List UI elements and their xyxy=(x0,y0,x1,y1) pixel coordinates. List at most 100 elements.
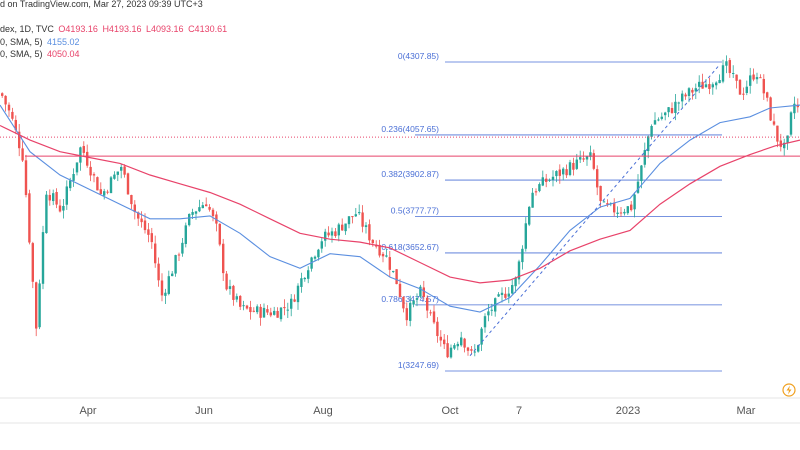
candle-body xyxy=(201,205,204,209)
candle-body xyxy=(344,223,347,232)
candle-body xyxy=(589,152,592,157)
candle-body xyxy=(677,102,680,104)
candle-body xyxy=(565,169,568,176)
candle-body xyxy=(762,78,765,94)
candle-body xyxy=(483,316,487,328)
candle-body xyxy=(279,307,283,320)
candle-body xyxy=(290,298,293,309)
candle-body xyxy=(575,159,578,169)
candle-body xyxy=(521,248,524,263)
candle-body xyxy=(670,108,674,113)
candle-body xyxy=(647,136,650,152)
candle-body xyxy=(453,345,456,349)
candle-body xyxy=(106,191,109,193)
candle-body xyxy=(681,93,684,102)
candle-body xyxy=(208,206,211,210)
candle-body xyxy=(307,270,310,279)
candle-body xyxy=(245,305,249,309)
candle-body xyxy=(439,336,442,341)
candle-body xyxy=(313,256,317,259)
candle-body xyxy=(541,177,544,186)
candle-body xyxy=(793,103,796,114)
ma2-value: 4050.04 xyxy=(47,49,80,59)
candle-body xyxy=(582,158,585,160)
candle-body xyxy=(361,212,364,227)
candle-body xyxy=(320,241,323,249)
candle-body xyxy=(174,255,177,274)
candle-body xyxy=(184,225,187,244)
candle-body xyxy=(776,125,779,142)
candle-body xyxy=(167,276,170,294)
candle-body xyxy=(616,212,619,214)
candle-body xyxy=(490,309,493,311)
candle-body xyxy=(92,174,96,176)
candle-body xyxy=(225,273,228,290)
candle-body xyxy=(660,116,663,119)
candle-body xyxy=(283,307,286,309)
candle-body xyxy=(432,311,436,323)
fib-label: 0.382(3902.87) xyxy=(381,169,439,179)
candle-body xyxy=(198,207,201,212)
candle-body xyxy=(463,338,466,348)
candle-body xyxy=(728,60,731,74)
candle-body xyxy=(249,307,252,313)
candle-body xyxy=(191,212,194,215)
candle-body xyxy=(55,191,58,205)
ma2-label: 0, SMA, 5) xyxy=(0,49,43,59)
candle-body xyxy=(300,278,303,287)
candle-body xyxy=(58,205,62,212)
open-value: O4193.16 xyxy=(58,24,98,34)
candle-body xyxy=(171,273,174,277)
candle-body xyxy=(548,179,551,181)
candle-body xyxy=(259,306,262,318)
candle-body xyxy=(473,351,476,353)
candle-body xyxy=(385,255,388,257)
candle-body xyxy=(572,162,575,170)
candle-body xyxy=(398,283,402,297)
candle-body xyxy=(745,86,748,94)
candle-body xyxy=(143,220,147,231)
candle-body xyxy=(585,156,589,160)
candle-body xyxy=(232,285,235,300)
candle-body xyxy=(256,306,259,313)
candle-body xyxy=(293,299,296,302)
candle-body xyxy=(130,194,133,205)
candle-body xyxy=(113,174,116,179)
candle-body xyxy=(684,94,687,97)
candle-body xyxy=(759,77,762,79)
candle-body xyxy=(126,173,130,195)
candle-body xyxy=(500,292,504,296)
x-axis-labels: Apr Jun Aug Oct 7 2023 Mar xyxy=(79,405,755,417)
candle-body xyxy=(358,212,361,214)
candle-body xyxy=(511,285,514,294)
candle-body xyxy=(626,206,629,214)
candle-body xyxy=(364,225,368,228)
header-line-1: d on TradingView.com, Mar 27, 2023 09:39… xyxy=(0,0,205,9)
candle-body xyxy=(154,243,157,264)
candle-body xyxy=(558,169,561,176)
candle-body xyxy=(14,119,17,131)
candle-body xyxy=(721,65,725,82)
candle-body xyxy=(480,328,483,345)
candle-body xyxy=(466,347,470,351)
ma1-legend[interactable]: 0, SMA, 5) 4155.02 xyxy=(0,37,82,47)
ma2-legend[interactable]: 0, SMA, 5) 4050.04 xyxy=(0,49,82,59)
close-value: C4130.61 xyxy=(188,24,228,34)
candle-body xyxy=(470,349,473,351)
x-tick-label: 2023 xyxy=(616,405,640,417)
candle-body xyxy=(779,140,782,147)
header-line-2: dex, 1D, TVC O4193.16 H4193.16 L4093.16 … xyxy=(0,24,229,34)
candle-body xyxy=(96,177,99,191)
candle-body xyxy=(120,166,123,171)
candle-body xyxy=(732,72,735,74)
candle-body xyxy=(426,297,429,311)
candle-body xyxy=(772,121,776,125)
ma1-line xyxy=(0,104,800,313)
candle-body xyxy=(524,223,527,249)
candle-body xyxy=(123,166,126,175)
candle-body xyxy=(11,111,14,119)
candle-body xyxy=(7,104,11,111)
candle-body xyxy=(160,280,164,296)
candle-body xyxy=(725,61,728,66)
